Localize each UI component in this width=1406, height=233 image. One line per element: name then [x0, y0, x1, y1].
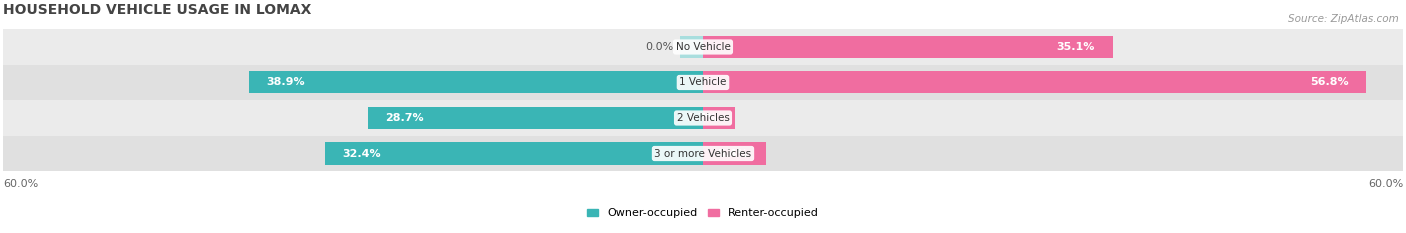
Bar [703, 72, 1365, 93]
Bar [368, 107, 703, 129]
Bar [703, 36, 1112, 58]
Bar [3, 136, 1403, 171]
Bar [3, 100, 1403, 136]
Text: 2.7%: 2.7% [686, 113, 717, 123]
Bar [325, 143, 703, 164]
Bar [249, 72, 703, 93]
Text: 1 Vehicle: 1 Vehicle [679, 78, 727, 87]
Text: 28.7%: 28.7% [385, 113, 425, 123]
Bar [3, 65, 1403, 100]
Text: Source: ZipAtlas.com: Source: ZipAtlas.com [1288, 14, 1399, 24]
Bar [679, 36, 703, 58]
Text: 3 or more Vehicles: 3 or more Vehicles [654, 148, 752, 158]
Text: 0.0%: 0.0% [645, 42, 673, 52]
Legend: Owner-occupied, Renter-occupied: Owner-occupied, Renter-occupied [582, 204, 824, 223]
Text: No Vehicle: No Vehicle [675, 42, 731, 52]
Text: 38.9%: 38.9% [267, 78, 305, 87]
Text: 2 Vehicles: 2 Vehicles [676, 113, 730, 123]
Text: HOUSEHOLD VEHICLE USAGE IN LOMAX: HOUSEHOLD VEHICLE USAGE IN LOMAX [3, 3, 311, 17]
Text: 60.0%: 60.0% [3, 179, 38, 189]
Bar [3, 29, 1403, 65]
Text: 35.1%: 35.1% [1057, 42, 1095, 52]
Text: 56.8%: 56.8% [1310, 78, 1348, 87]
Bar [703, 143, 766, 164]
Bar [703, 107, 734, 129]
Text: 5.4%: 5.4% [717, 148, 748, 158]
Text: 32.4%: 32.4% [343, 148, 381, 158]
Text: 60.0%: 60.0% [1368, 179, 1403, 189]
